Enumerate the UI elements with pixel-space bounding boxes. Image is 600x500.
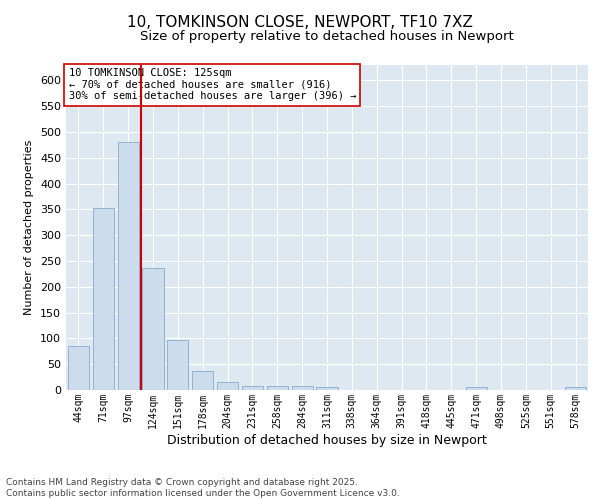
- Bar: [292, 386, 313, 390]
- Text: 10, TOMKINSON CLOSE, NEWPORT, TF10 7XZ: 10, TOMKINSON CLOSE, NEWPORT, TF10 7XZ: [127, 15, 473, 30]
- X-axis label: Distribution of detached houses by size in Newport: Distribution of detached houses by size …: [167, 434, 487, 446]
- Bar: [142, 268, 164, 390]
- Y-axis label: Number of detached properties: Number of detached properties: [25, 140, 34, 315]
- Bar: [267, 386, 288, 390]
- Bar: [93, 208, 114, 390]
- Bar: [565, 388, 586, 390]
- Bar: [167, 340, 188, 390]
- Text: 10 TOMKINSON CLOSE: 125sqm
← 70% of detached houses are smaller (916)
30% of sem: 10 TOMKINSON CLOSE: 125sqm ← 70% of deta…: [68, 68, 356, 102]
- Bar: [217, 382, 238, 390]
- Bar: [118, 142, 139, 390]
- Text: Contains HM Land Registry data © Crown copyright and database right 2025.
Contai: Contains HM Land Registry data © Crown c…: [6, 478, 400, 498]
- Bar: [192, 371, 213, 390]
- Bar: [242, 386, 263, 390]
- Bar: [466, 388, 487, 390]
- Bar: [68, 346, 89, 390]
- Bar: [316, 388, 338, 390]
- Title: Size of property relative to detached houses in Newport: Size of property relative to detached ho…: [140, 30, 514, 43]
